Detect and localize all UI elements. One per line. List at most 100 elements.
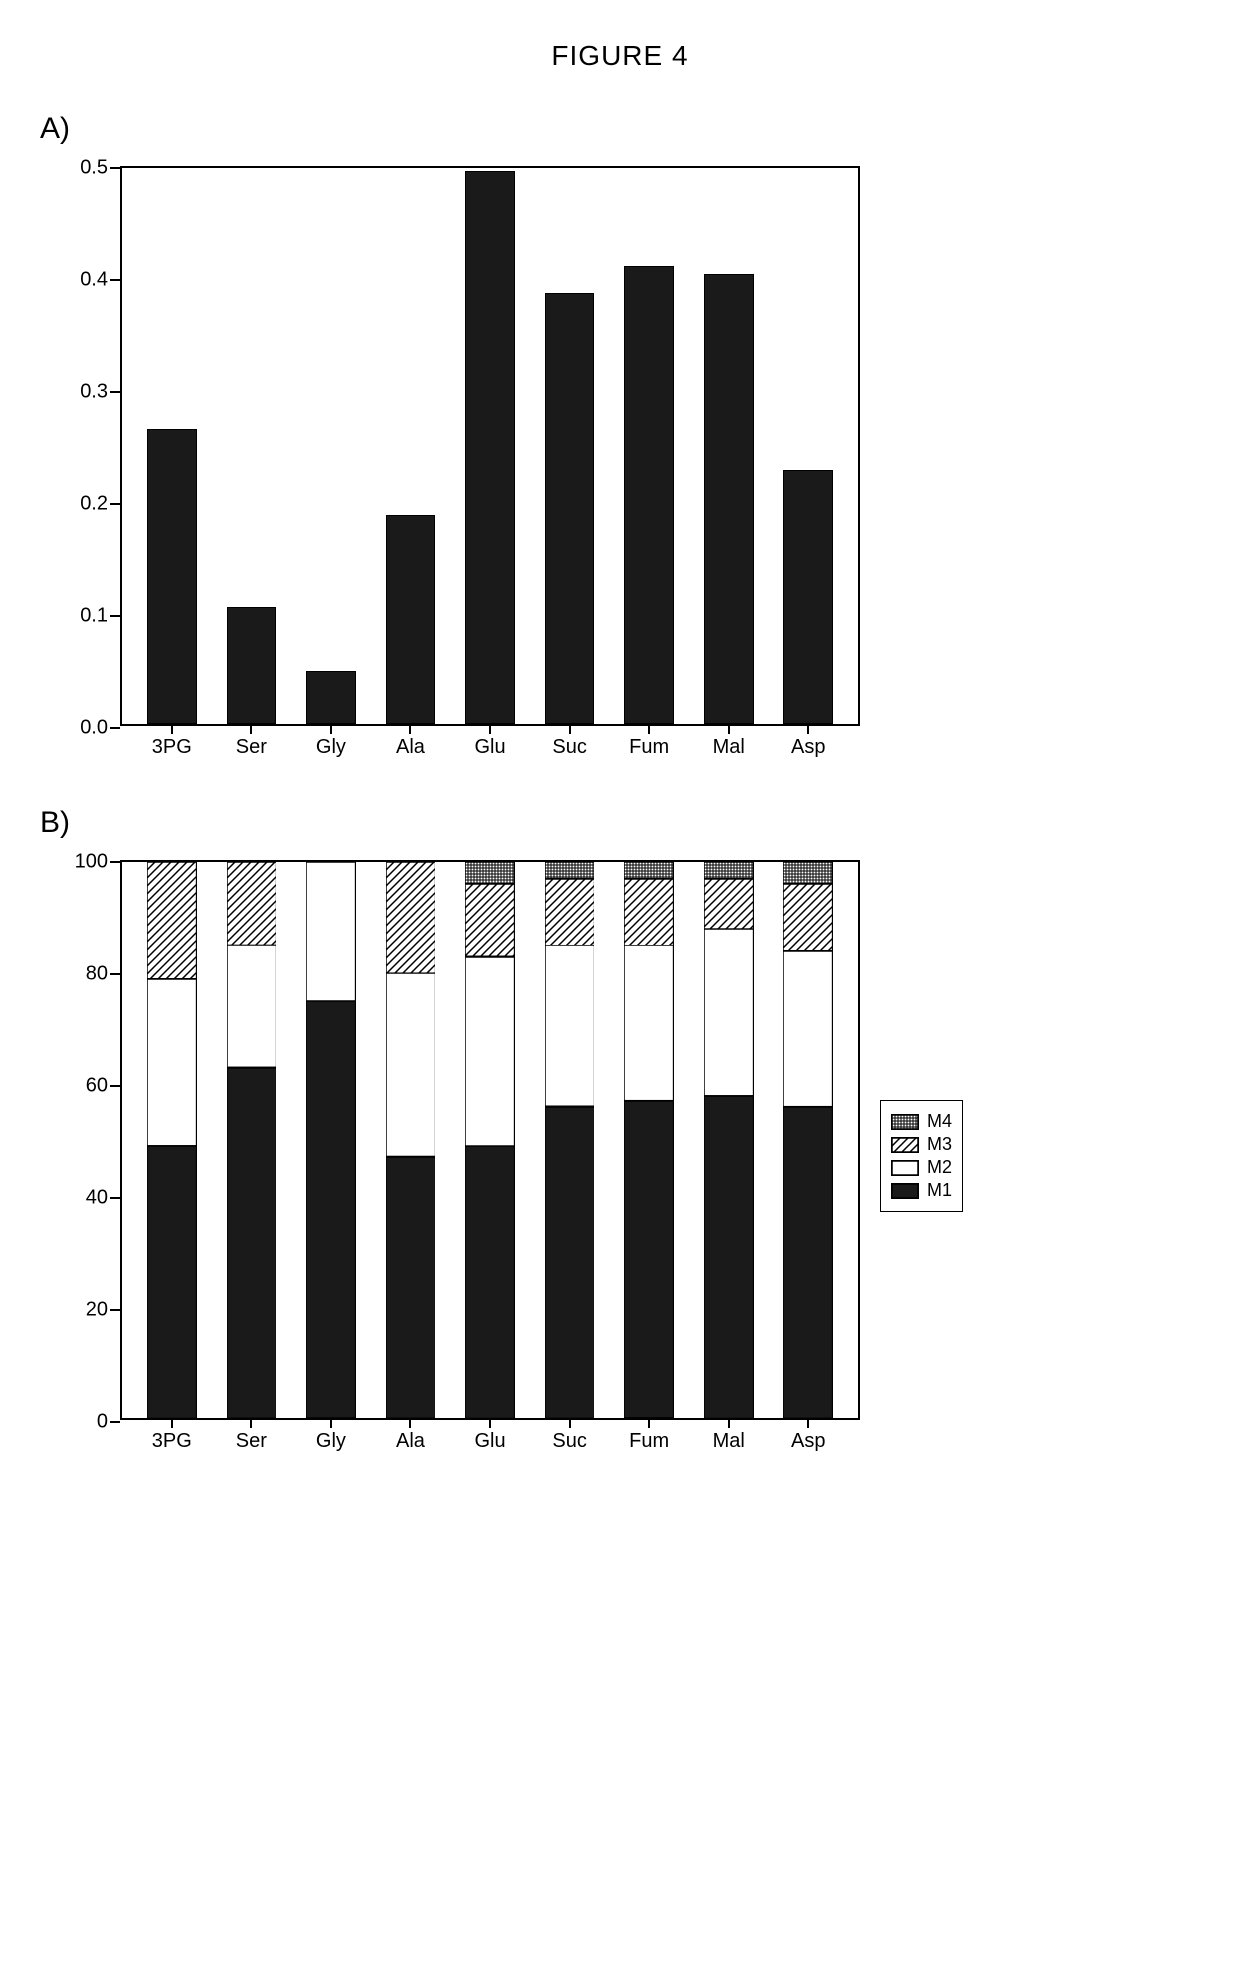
chart-b-xtick bbox=[330, 1420, 332, 1428]
chart-a-bar-slot: Asp bbox=[777, 168, 841, 724]
chart-a-ytick-label: 0.3 bbox=[80, 381, 108, 404]
chart-b-seg-M3 bbox=[147, 862, 197, 979]
chart-b-ytick-label: 40 bbox=[86, 1187, 108, 1210]
chart-a-ytick bbox=[110, 615, 120, 617]
chart-b-xlabel: Ser bbox=[236, 1430, 267, 1453]
legend-swatch-M3 bbox=[891, 1137, 919, 1153]
chart-b-xtick bbox=[648, 1420, 650, 1428]
chart-b-seg-M2 bbox=[465, 957, 515, 1146]
chart-a-ytick bbox=[110, 503, 120, 505]
legend-label-M3: M3 bbox=[927, 1134, 952, 1155]
legend-swatch-M4 bbox=[891, 1114, 919, 1130]
chart-b-bar bbox=[227, 862, 277, 1418]
chart-b-ytick bbox=[110, 973, 120, 975]
chart-a-xtick bbox=[409, 726, 411, 734]
chart-a-bar-slot: Mal bbox=[697, 168, 761, 724]
chart-b-seg-M2 bbox=[545, 945, 595, 1106]
chart-b-seg-M2 bbox=[227, 945, 277, 1067]
chart-b-xtick bbox=[569, 1420, 571, 1428]
chart-a-xtick bbox=[250, 726, 252, 734]
chart-a-xlabel: Ala bbox=[396, 736, 425, 759]
chart-b-seg-M3 bbox=[545, 879, 595, 946]
chart-b-xlabel: Glu bbox=[474, 1430, 505, 1453]
chart-b-seg-M4 bbox=[465, 862, 515, 884]
chart-a-bar bbox=[783, 470, 833, 724]
figure-title: FIGURE 4 bbox=[40, 40, 1200, 72]
chart-a-bar-slot: Suc bbox=[538, 168, 602, 724]
chart-b-xlabel: Suc bbox=[552, 1430, 586, 1453]
chart-a-ytick bbox=[110, 167, 120, 169]
chart-b-ytick bbox=[110, 1421, 120, 1423]
chart-a-xtick bbox=[330, 726, 332, 734]
chart-b-xtick bbox=[728, 1420, 730, 1428]
chart-b-xlabel: Fum bbox=[629, 1430, 669, 1453]
panel-a-label: A) bbox=[40, 112, 1200, 146]
chart-b-seg-M1 bbox=[545, 1107, 595, 1418]
panel-b-label: B) bbox=[40, 806, 1200, 840]
legend-label-M1: M1 bbox=[927, 1180, 952, 1201]
chart-b-bar-slot: Fum bbox=[617, 862, 681, 1418]
chart-a-ytick bbox=[110, 727, 120, 729]
chart-b-bar bbox=[306, 862, 356, 1418]
chart-b-seg-M4 bbox=[783, 862, 833, 884]
chart-b-seg-M1 bbox=[465, 1146, 515, 1418]
chart-b-seg-M1 bbox=[227, 1068, 277, 1418]
chart-a-bar bbox=[147, 429, 197, 724]
chart-b-bar-slot: Suc bbox=[538, 862, 602, 1418]
chart-a-bar-slot: Ala bbox=[379, 168, 443, 724]
chart-a-xtick bbox=[728, 726, 730, 734]
legend-swatch-M2 bbox=[891, 1160, 919, 1176]
chart-b-seg-M1 bbox=[386, 1157, 436, 1418]
chart-b-seg-M3 bbox=[386, 862, 436, 973]
chart-b-xlabel: 3PG bbox=[152, 1430, 192, 1453]
panel-a: A) Relative Abundance (1-M0) 3PGSerGlyAl… bbox=[40, 112, 1200, 726]
chart-b-seg-M2 bbox=[783, 951, 833, 1107]
chart-b-seg-M2 bbox=[306, 862, 356, 1001]
chart-a-area: Relative Abundance (1-M0) 3PGSerGlyAlaGl… bbox=[120, 166, 860, 726]
chart-b-bar bbox=[465, 862, 515, 1418]
chart-b-xlabel: Mal bbox=[713, 1430, 745, 1453]
chart-b-seg-M3 bbox=[704, 879, 754, 929]
chart-b-bar bbox=[624, 862, 674, 1418]
chart-a-bar-slot: Gly bbox=[299, 168, 363, 724]
chart-b-seg-M1 bbox=[306, 1001, 356, 1418]
chart-b-xtick bbox=[409, 1420, 411, 1428]
chart-b-area: Relative Abundance (%) 3PGSerGlyAlaGluSu… bbox=[120, 860, 860, 1420]
chart-b-bar bbox=[147, 862, 197, 1418]
chart-b-ytick-label: 100 bbox=[75, 851, 108, 874]
chart-a-bar-slot: Ser bbox=[220, 168, 284, 724]
legend-row-M2: M2 bbox=[891, 1157, 952, 1178]
chart-b-seg-M1 bbox=[147, 1146, 197, 1418]
chart-a-xlabel: Ser bbox=[236, 736, 267, 759]
chart-a-bar bbox=[306, 671, 356, 724]
chart-b-xtick bbox=[489, 1420, 491, 1428]
chart-a-bar-slot: 3PG bbox=[140, 168, 204, 724]
chart-a-xlabel: Glu bbox=[474, 736, 505, 759]
chart-a-xlabel: Mal bbox=[713, 736, 745, 759]
chart-a-xtick bbox=[807, 726, 809, 734]
chart-b-ytick-label: 0 bbox=[97, 1411, 108, 1434]
legend-row-M3: M3 bbox=[891, 1134, 952, 1155]
chart-b-xtick bbox=[807, 1420, 809, 1428]
chart-a-xlabel: Gly bbox=[316, 736, 346, 759]
chart-b-seg-M2 bbox=[147, 979, 197, 1146]
chart-b-seg-M3 bbox=[227, 862, 277, 945]
chart-a-ytick-label: 0.5 bbox=[80, 157, 108, 180]
chart-b-bar-slot: Asp bbox=[777, 862, 841, 1418]
chart-b-seg-M1 bbox=[783, 1107, 833, 1418]
chart-a-ytick bbox=[110, 391, 120, 393]
chart-b-bar-slot: Mal bbox=[697, 862, 761, 1418]
chart-b-ytick bbox=[110, 1309, 120, 1311]
chart-b-seg-M4 bbox=[704, 862, 754, 879]
chart-b-seg-M4 bbox=[545, 862, 595, 879]
chart-b-ytick-label: 80 bbox=[86, 963, 108, 986]
chart-a-xtick bbox=[171, 726, 173, 734]
chart-b-bar-slot: Gly bbox=[299, 862, 363, 1418]
chart-b-xlabel: Ala bbox=[396, 1430, 425, 1453]
chart-a-xtick bbox=[648, 726, 650, 734]
chart-b-seg-M1 bbox=[624, 1101, 674, 1418]
chart-b-bar bbox=[783, 862, 833, 1418]
chart-b-xlabel: Gly bbox=[316, 1430, 346, 1453]
chart-a-bar-slot: Glu bbox=[458, 168, 522, 724]
legend-label-M2: M2 bbox=[927, 1157, 952, 1178]
